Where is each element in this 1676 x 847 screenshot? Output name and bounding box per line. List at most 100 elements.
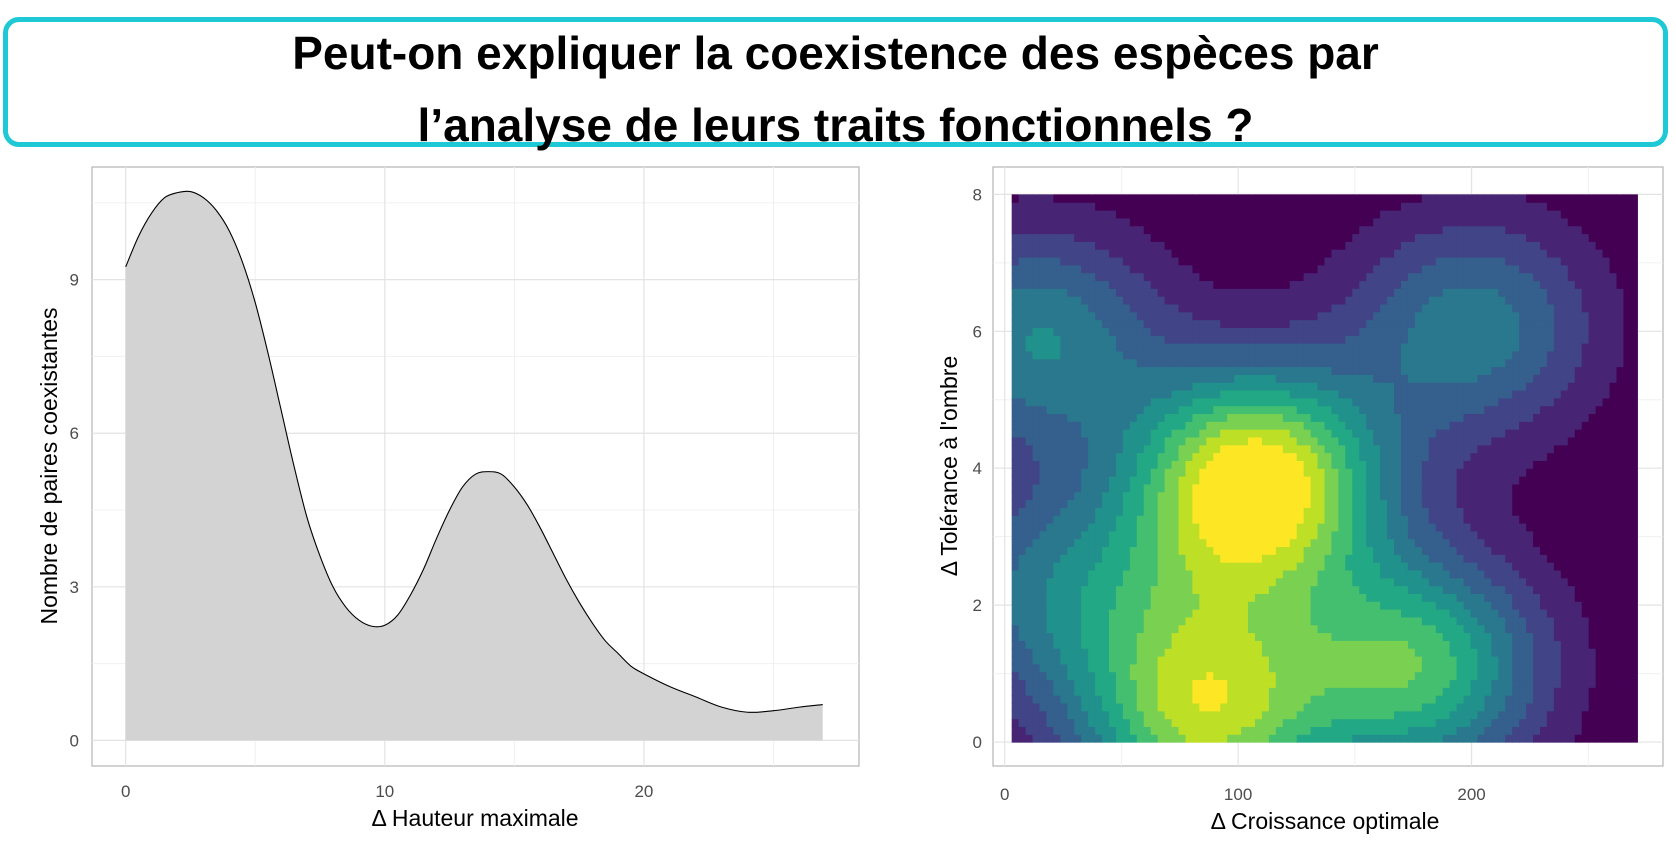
heatmap-cell [1102, 241, 1110, 250]
heatmap-cell [1109, 350, 1117, 360]
heatmap-cell [1185, 648, 1194, 657]
heatmap-cell [1435, 429, 1444, 438]
heatmap-cell [1373, 476, 1381, 485]
heatmap-cell [1421, 397, 1430, 407]
heatmap-cell [1206, 249, 1214, 258]
heatmap-cell [1095, 452, 1103, 461]
heatmap-cell [1477, 256, 1485, 266]
heatmap-cell [1136, 319, 1145, 328]
heatmap-cell [1192, 476, 1200, 485]
heatmap-cell [1095, 569, 1103, 579]
heatmap-cell [1484, 288, 1492, 297]
heatmap-cell [1206, 311, 1214, 321]
heatmap-cell [1268, 319, 1277, 328]
heatmap-cell [1157, 655, 1166, 665]
heatmap-cell [1129, 288, 1138, 297]
heatmap-cell [1032, 421, 1041, 430]
heatmap-cell [1484, 350, 1492, 360]
heatmap-cell [1060, 702, 1068, 712]
heatmap-cell [1192, 256, 1200, 266]
heatmap-cell [1352, 718, 1360, 727]
heatmap-cell [1199, 202, 1207, 211]
heatmap-cell [1081, 452, 1089, 461]
heatmap-cell [1206, 569, 1214, 579]
heatmap-cell [1150, 624, 1159, 634]
heatmap-cell [1282, 671, 1291, 681]
heatmap-cell [1310, 358, 1319, 368]
heatmap-cell [1060, 296, 1068, 305]
heatmap-cell [1463, 546, 1472, 555]
heatmap-cell [1380, 679, 1388, 688]
title-line-2: l’analyse de leurs traits fonctionnels ? [417, 99, 1254, 151]
heatmap-cell [1380, 695, 1388, 704]
heatmap-cell [1268, 264, 1277, 274]
heatmap-cell [1143, 702, 1152, 712]
heatmap-cell [1324, 413, 1333, 422]
heatmap-cell [1498, 507, 1506, 516]
heatmap-cell [1129, 335, 1138, 344]
heatmap-cell [1157, 663, 1166, 673]
heatmap-cell [1380, 397, 1388, 407]
heatmap-cell [1380, 718, 1388, 727]
heatmap-cell [1421, 609, 1430, 618]
heatmap-cell [1227, 421, 1235, 430]
heatmap-cell [1053, 562, 1061, 571]
heatmap-cell [1268, 601, 1277, 610]
heatmap-cell [1220, 522, 1228, 532]
heatmap-cell [1234, 249, 1242, 258]
heatmap-cell [1192, 569, 1200, 579]
heatmap-cell [1129, 382, 1138, 391]
heatmap-cell [1407, 687, 1416, 696]
heatmap-cell [1102, 616, 1110, 626]
heatmap-cell [1095, 695, 1103, 704]
heatmap-cell [1171, 562, 1180, 571]
heatmap-cell [1053, 687, 1061, 696]
heatmap-cell [1039, 280, 1048, 289]
heatmap-cell [1303, 429, 1312, 438]
heatmap-cell [1018, 538, 1027, 548]
heatmap-cell [1331, 609, 1339, 618]
heatmap-cell [1199, 616, 1207, 626]
heatmap-cell [1331, 515, 1339, 524]
heatmap-cell [1324, 319, 1333, 328]
heatmap-cell [1275, 327, 1284, 336]
heatmap-cell [1199, 648, 1207, 657]
heatmap-cell [1018, 303, 1027, 313]
heatmap-cell [1407, 303, 1416, 313]
heatmap-cell [1275, 515, 1284, 524]
heatmap-cell [1115, 476, 1124, 485]
heatmap-cell [1234, 483, 1242, 493]
heatmap-cell [1122, 538, 1131, 548]
heatmap-cell [1310, 601, 1319, 610]
heatmap-cell [1310, 413, 1319, 422]
heatmap-cell [1109, 233, 1117, 242]
heatmap-cell [1143, 202, 1152, 211]
heatmap-cell [1296, 687, 1305, 696]
heatmap-cell [1109, 460, 1117, 469]
heatmap-cell [1324, 436, 1333, 446]
heatmap-cell [1157, 632, 1166, 641]
heatmap-cell [1359, 530, 1367, 540]
heatmap-cell [1025, 710, 1034, 720]
heatmap-cell [1129, 663, 1138, 673]
heatmap-cell [1477, 734, 1485, 743]
heatmap-cell [1206, 624, 1214, 634]
heatmap-cell [1359, 734, 1367, 743]
heatmap-cell [1171, 460, 1180, 469]
heatmap-cell [1185, 311, 1194, 321]
heatmap-cell [1414, 249, 1423, 258]
heatmap-cell [1331, 280, 1339, 289]
heatmap-cell [1421, 476, 1430, 485]
heatmap-cell [1213, 311, 1221, 321]
heatmap-cell [1491, 648, 1499, 657]
heatmap-cell [1289, 413, 1298, 422]
heatmap-cell [1261, 210, 1270, 219]
heatmap-cell [1220, 515, 1228, 524]
heatmap-cell [1150, 476, 1159, 485]
heatmap-cell [1109, 382, 1117, 391]
heatmap-cell [1261, 413, 1270, 422]
heatmap-cell [1129, 601, 1138, 610]
heatmap-cell [1185, 460, 1194, 469]
heatmap-cell [1268, 538, 1277, 548]
heatmap-cell [1435, 663, 1444, 673]
